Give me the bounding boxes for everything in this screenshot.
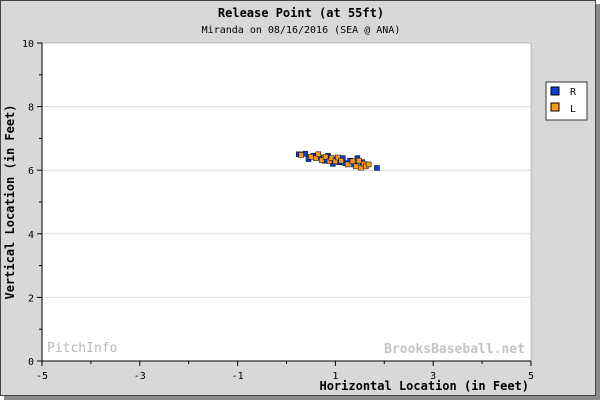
legend-swatch-r	[550, 86, 560, 96]
data-point-l	[315, 151, 322, 158]
y-tick-label: 10	[22, 39, 34, 50]
x-tick-label: -1	[232, 371, 244, 382]
data-point-l	[318, 157, 325, 163]
series-l	[298, 151, 372, 171]
legend: R L	[545, 81, 588, 121]
data-point-l	[328, 155, 335, 161]
legend-swatch-l	[550, 102, 560, 112]
y-tick-label: 8	[28, 103, 34, 114]
legend-label-l: L	[570, 104, 576, 115]
data-point-l	[353, 163, 359, 170]
pitchinfo-watermark: PitchInfo	[47, 341, 117, 356]
brooksbaseball-watermark: BrooksBaseball.net	[384, 342, 525, 357]
plot-area	[41, 42, 532, 362]
data-point-l	[338, 157, 345, 164]
data-point-l	[298, 152, 304, 158]
y-axis-label: Vertical Location (in Feet)	[3, 104, 17, 299]
y-tick-label: 2	[28, 293, 34, 304]
data-point-l	[349, 158, 356, 165]
y-tick-label: 6	[28, 166, 34, 177]
x-axis-label: Horizontal Location (in Feet)	[319, 379, 529, 393]
chart-frame: Release Point (at 55ft) Miranda on 08/16…	[0, 0, 596, 396]
data-point-r	[374, 165, 380, 171]
data-points	[295, 150, 380, 171]
x-tick-label: 3	[430, 371, 436, 382]
y-tick-label: 4	[28, 230, 34, 241]
data-point-l	[356, 157, 362, 164]
data-point-l	[365, 161, 372, 168]
data-point-l	[308, 154, 314, 160]
legend-label-r: R	[570, 87, 577, 98]
chart-subtitle: Miranda on 08/16/2016 (SEA @ ANA)	[202, 25, 401, 36]
x-tick-label: -3	[134, 371, 146, 382]
chart-title: Release Point (at 55ft)	[218, 6, 384, 20]
data-point-l	[335, 154, 341, 161]
x-tick-label: -5	[36, 371, 48, 382]
x-tick-label: 5	[528, 371, 534, 382]
x-tick-label: 1	[332, 371, 338, 382]
axes: 0 2 4 6 8 10 -5 -3 -1 1 3 5	[22, 39, 534, 382]
data-point-l	[322, 154, 329, 160]
grid-lines	[42, 106, 531, 298]
data-point-l	[344, 161, 351, 168]
y-tick-label: 0	[28, 357, 34, 368]
